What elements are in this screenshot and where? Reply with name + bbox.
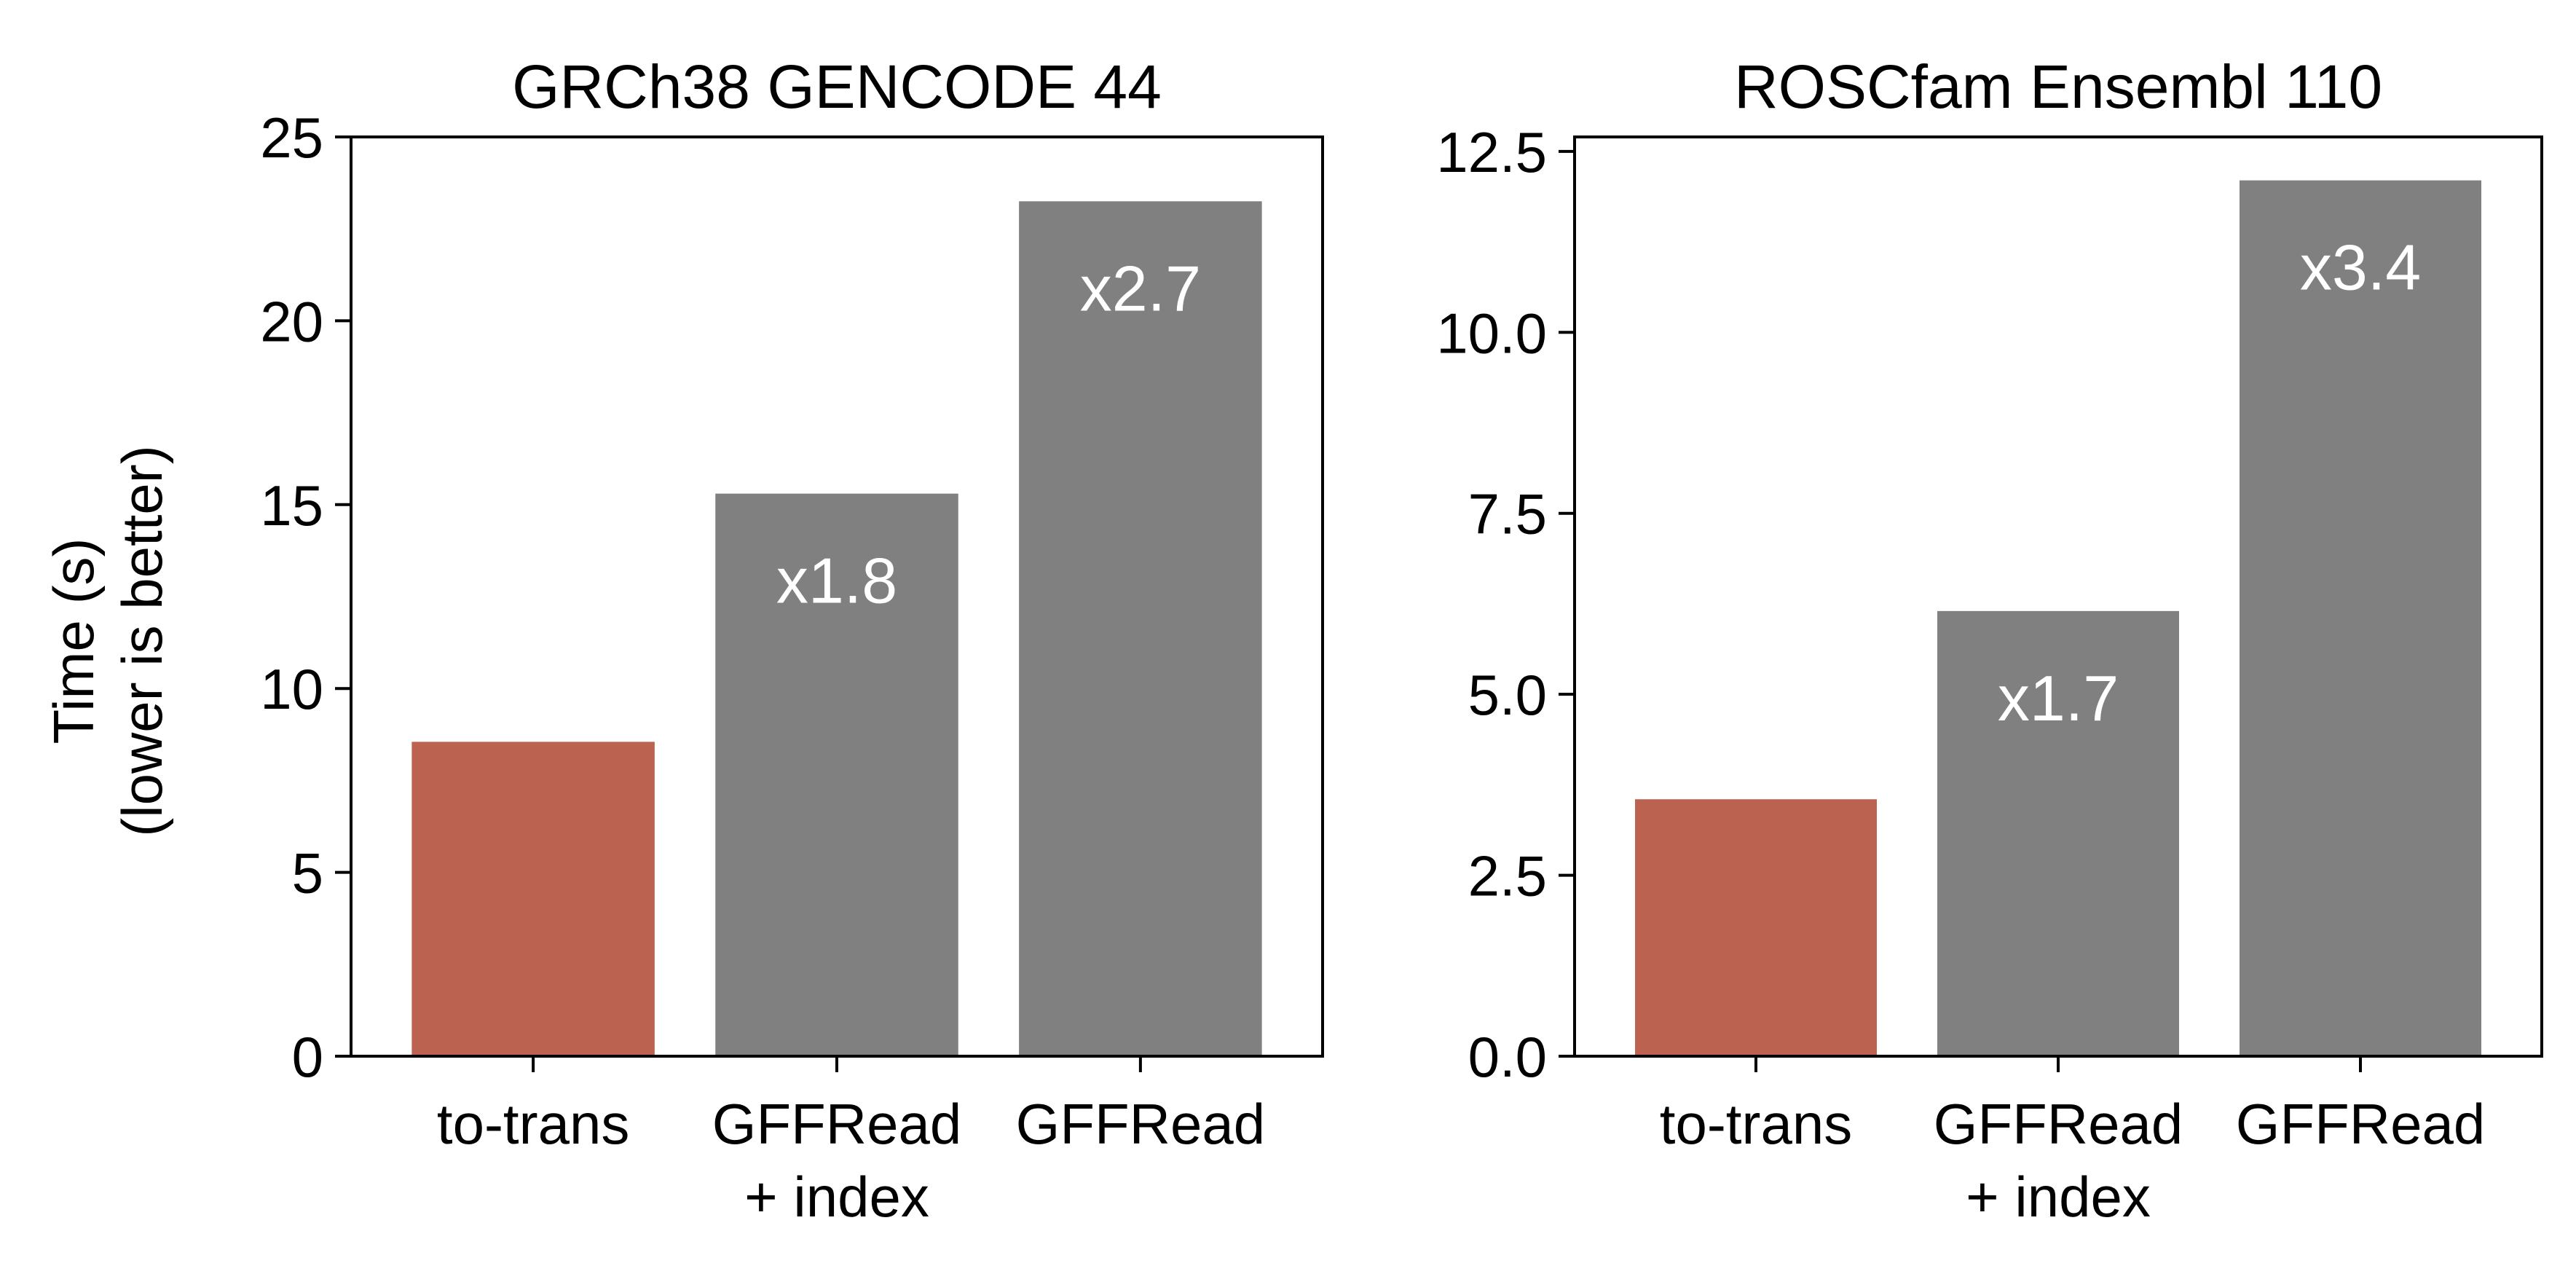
- x-tick-label: GFFRead: [2236, 1092, 2485, 1156]
- x-tick-label: GFFRead: [1934, 1092, 2183, 1156]
- bar-roscfam-0: [1635, 799, 1877, 1056]
- speedup-label: x1.8: [776, 545, 897, 617]
- bar-roscfam-1: [1937, 610, 2179, 1056]
- x-tick-label: + index: [1966, 1165, 2151, 1229]
- speedup-label: x1.7: [1998, 662, 2119, 734]
- bar-grch38-2: [1019, 201, 1262, 1057]
- y-axis-label-line1: Time (s): [42, 538, 106, 744]
- bar-grch38-0: [411, 742, 655, 1056]
- x-tick-label: + index: [744, 1165, 929, 1229]
- y-tick-label: 15: [260, 473, 323, 538]
- y-tick-label: 20: [260, 289, 323, 353]
- chart-title: GRCh38 GENCODE 44: [512, 52, 1162, 121]
- y-tick-label: 25: [260, 106, 323, 170]
- y-axis-label-line2: (lower is better): [110, 445, 174, 836]
- x-tick-label: GFFRead: [1016, 1092, 1265, 1156]
- chart-title: ROSCfam Ensembl 110: [1734, 52, 2382, 121]
- y-tick-label: 10: [260, 657, 323, 721]
- y-tick-label: 5: [292, 841, 323, 905]
- x-tick-label: to-trans: [437, 1092, 629, 1156]
- y-tick-label: 0.0: [1468, 1025, 1547, 1089]
- speedup-label: x3.4: [2300, 232, 2421, 304]
- y-tick-label: 12.5: [1436, 120, 1547, 184]
- bar-roscfam-2: [2240, 180, 2481, 1056]
- speedup-label: x2.7: [1080, 252, 1201, 324]
- bar-grch38-1: [715, 493, 958, 1056]
- y-tick-label: 10.0: [1436, 301, 1547, 365]
- chart-panel-grch38: GRCh38 GENCODE 44 to-trans x1.8 GFFRead + in…: [260, 52, 1324, 1229]
- axes-frame: [350, 135, 1324, 1058]
- x-tick-label: GFFRead: [712, 1092, 961, 1156]
- x-tick-label: to-trans: [1660, 1092, 1852, 1156]
- y-tick-label: 0: [292, 1025, 323, 1089]
- y-tick-label: 2.5: [1468, 844, 1547, 908]
- chart-panel-roscfam: ROSCfam Ensembl 110 to-trans x1.7 GFFRead + …: [1436, 52, 2543, 1229]
- y-tick-label: 7.5: [1468, 482, 1547, 546]
- axes-frame: [1573, 135, 2543, 1058]
- y-tick-label: 5.0: [1468, 663, 1547, 727]
